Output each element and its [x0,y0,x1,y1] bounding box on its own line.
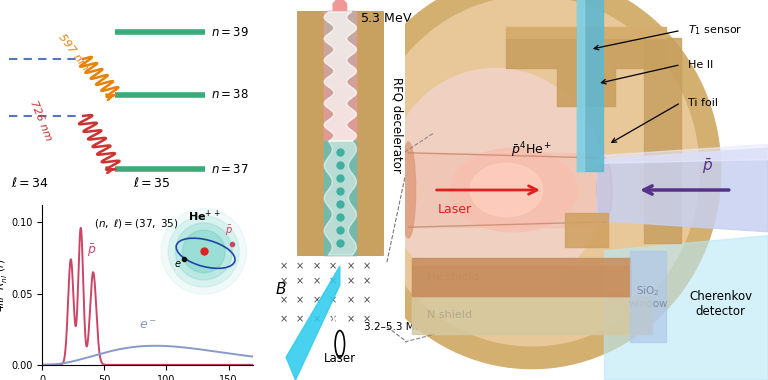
Polygon shape [333,0,346,11]
Text: 597 nm: 597 nm [57,32,91,72]
Text: 3.2–5.3 MeV: 3.2–5.3 MeV [364,322,428,332]
Text: ×: × [280,295,287,305]
Text: ×: × [296,276,303,286]
Text: ×: × [346,295,355,305]
Text: He shield: He shield [426,272,478,282]
Text: $B$: $B$ [275,281,287,297]
Text: $n = 38$: $n = 38$ [210,89,249,101]
Polygon shape [578,0,584,171]
Text: Cherenkov
detector: Cherenkov detector [689,290,753,318]
Text: ×: × [313,261,321,271]
Text: RFQ decelerator: RFQ decelerator [391,78,404,173]
Text: $\ell = 34$: $\ell = 34$ [12,176,49,190]
Circle shape [386,68,604,296]
Text: ×: × [313,276,321,286]
Text: SiO$_2$
window: SiO$_2$ window [628,284,668,309]
Text: 75 keV: 75 keV [296,315,339,344]
Polygon shape [296,11,382,255]
Text: $T_1$ sensor: $T_1$ sensor [688,24,743,37]
Circle shape [343,0,721,369]
Ellipse shape [450,148,578,232]
Text: ×: × [362,295,371,305]
Text: ×: × [329,314,337,324]
Text: ×: × [313,295,321,305]
Text: $e^-$: $e^-$ [139,319,157,332]
Text: Ti foil: Ti foil [688,98,718,108]
Text: ×: × [329,295,337,305]
Text: $(n,\ \ell) = (37,\ 35)$: $(n,\ \ell) = (37,\ 35)$ [94,217,179,230]
Text: $\bar{p}^4$He$^+$: $\bar{p}^4$He$^+$ [511,140,552,160]
Text: ×: × [346,261,355,271]
Text: $\bar{p}$: $\bar{p}$ [703,157,713,176]
Text: ×: × [329,261,337,271]
Text: $\ell = 35$: $\ell = 35$ [134,176,171,190]
Polygon shape [506,27,667,38]
Text: $n = 39$: $n = 39$ [210,26,249,39]
Ellipse shape [598,158,612,222]
Polygon shape [324,11,356,255]
Text: Laser: Laser [324,352,356,365]
Text: 726 nm: 726 nm [28,99,53,142]
Text: ×: × [296,261,303,271]
Text: ×: × [362,261,371,271]
Polygon shape [598,144,768,163]
Polygon shape [604,236,768,380]
Polygon shape [324,141,356,255]
Text: Laser: Laser [438,203,472,216]
Y-axis label: $4\pi r^2 R_{nl}^2\ (r)$: $4\pi r^2 R_{nl}^2\ (r)$ [0,258,10,312]
Text: ×: × [296,314,303,324]
Polygon shape [564,213,608,247]
Polygon shape [598,148,768,232]
Text: $n = 37$: $n = 37$ [210,163,248,176]
Text: ×: × [346,276,355,286]
Text: ×: × [362,276,371,286]
Text: $\bar{p}$: $\bar{p}$ [87,242,96,259]
Polygon shape [506,38,667,106]
Ellipse shape [401,142,415,238]
Polygon shape [630,251,667,342]
Polygon shape [412,296,652,334]
Text: ×: × [346,314,355,324]
Polygon shape [644,38,680,243]
Polygon shape [412,258,630,296]
Text: ×: × [296,295,303,305]
Ellipse shape [470,163,543,217]
Text: ×: × [280,276,287,286]
Text: ×: × [329,276,337,286]
Text: He II: He II [688,60,713,70]
Circle shape [365,0,699,346]
Text: ×: × [313,314,321,324]
Text: ×: × [362,314,371,324]
Polygon shape [578,0,603,171]
Text: N shield: N shield [426,310,472,320]
Text: ×: × [280,261,287,271]
Polygon shape [412,266,630,296]
Text: 5.3 MeV $\bar{p}$: 5.3 MeV $\bar{p}$ [360,11,424,28]
Polygon shape [286,266,339,380]
Text: ×: × [280,314,287,324]
